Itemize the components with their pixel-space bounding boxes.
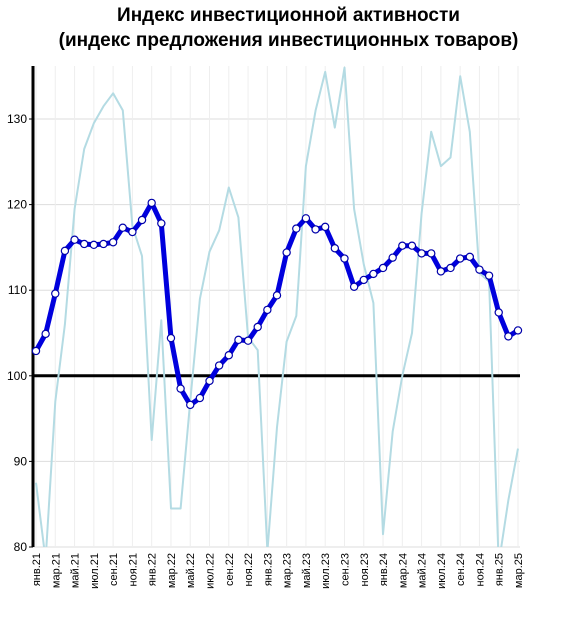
x-tick-label: янв.22: [147, 553, 159, 586]
x-tick-label: сен.24: [455, 553, 467, 586]
y-tick-label: 110: [8, 283, 27, 297]
data-point: [359, 275, 368, 285]
data-point: [195, 393, 205, 403]
data-point: [513, 326, 523, 335]
data-point: [253, 322, 262, 332]
y-tick-label: 90: [14, 454, 28, 468]
x-tick-label: мар.21: [50, 553, 62, 588]
y-tick-label: 100: [7, 369, 27, 383]
data-point: [388, 253, 397, 262]
data-point: [321, 222, 330, 232]
data-point: [504, 332, 513, 341]
x-tick-label: ноя.24: [474, 553, 486, 586]
x-tick-label: май.23: [301, 553, 313, 588]
series-line-thin: [35, 66, 519, 547]
data-point: [214, 361, 224, 370]
data-point: [282, 248, 291, 257]
data-point: [157, 219, 166, 228]
data-point: [417, 249, 426, 258]
data-point: [494, 308, 503, 317]
data-point: [108, 238, 118, 247]
x-tick-label: ноя.21: [127, 553, 139, 586]
x-tick-label: сен.21: [108, 553, 120, 586]
data-point: [263, 305, 272, 315]
data-point: [427, 249, 436, 258]
data-point: [484, 271, 494, 280]
x-tick-label: мар.22: [166, 553, 178, 588]
x-tick-label: мар.24: [397, 553, 409, 588]
x-tick-label: янв.24: [378, 553, 390, 586]
x-tick-label: янв.25: [494, 553, 506, 586]
data-point: [118, 223, 127, 232]
data-point: [465, 252, 474, 262]
data-point: [224, 351, 233, 360]
data-point: [205, 376, 214, 386]
data-point: [378, 263, 388, 273]
x-tick-label: янв.23: [262, 553, 274, 586]
data-point: [41, 329, 50, 339]
x-tick-label: сен.22: [224, 553, 236, 586]
x-tick-label: янв.21: [31, 553, 43, 586]
x-tick-label: май.22: [185, 553, 197, 588]
data-point: [301, 214, 311, 223]
data-point: [475, 265, 484, 274]
x-tick-label: мар.25: [513, 553, 525, 588]
data-point: [70, 235, 79, 244]
chart-subtitle: (индекс предложения инвестиционных товар…: [58, 30, 519, 51]
y-tick-label: 130: [7, 112, 27, 126]
data-point: [89, 240, 99, 250]
data-point: [137, 215, 147, 225]
data-point: [446, 263, 455, 273]
x-tick-label: мар.23: [282, 553, 294, 588]
data-point: [455, 254, 465, 263]
x-tick-label: май.21: [70, 553, 82, 588]
y-tick-label: 80: [14, 540, 28, 554]
x-tick-label: июл.22: [205, 553, 217, 589]
data-point: [398, 241, 407, 250]
x-tick-label: ноя.23: [359, 553, 371, 586]
x-tick-label: июл.23: [320, 553, 332, 589]
data-point: [407, 241, 417, 250]
data-point: [79, 239, 89, 249]
data-point: [436, 267, 446, 276]
data-point: [243, 336, 253, 345]
data-point: [330, 244, 340, 253]
data-point: [272, 291, 282, 300]
data-point: [60, 246, 70, 256]
data-point: [31, 346, 41, 356]
data-point: [234, 335, 243, 345]
data-point: [292, 224, 301, 233]
x-tick-label: май.24: [417, 553, 429, 588]
chart-title: Индекс инвестиционной активности: [117, 5, 460, 26]
data-point: [99, 239, 108, 249]
data-point: [166, 333, 176, 343]
data-point: [147, 198, 156, 208]
x-tick-label: ноя.22: [243, 553, 255, 586]
data-point: [369, 269, 378, 279]
data-point: [186, 400, 195, 410]
data-point: [128, 227, 137, 237]
data-point: [176, 384, 185, 393]
y-tick-label: 120: [7, 198, 27, 212]
data-point: [349, 282, 359, 291]
data-point: [311, 225, 320, 234]
x-tick-label: июл.21: [89, 553, 101, 589]
data-point: [340, 254, 349, 263]
data-point: [51, 289, 60, 298]
x-tick-label: июл.24: [436, 553, 448, 589]
x-tick-label: сен.23: [339, 553, 351, 586]
